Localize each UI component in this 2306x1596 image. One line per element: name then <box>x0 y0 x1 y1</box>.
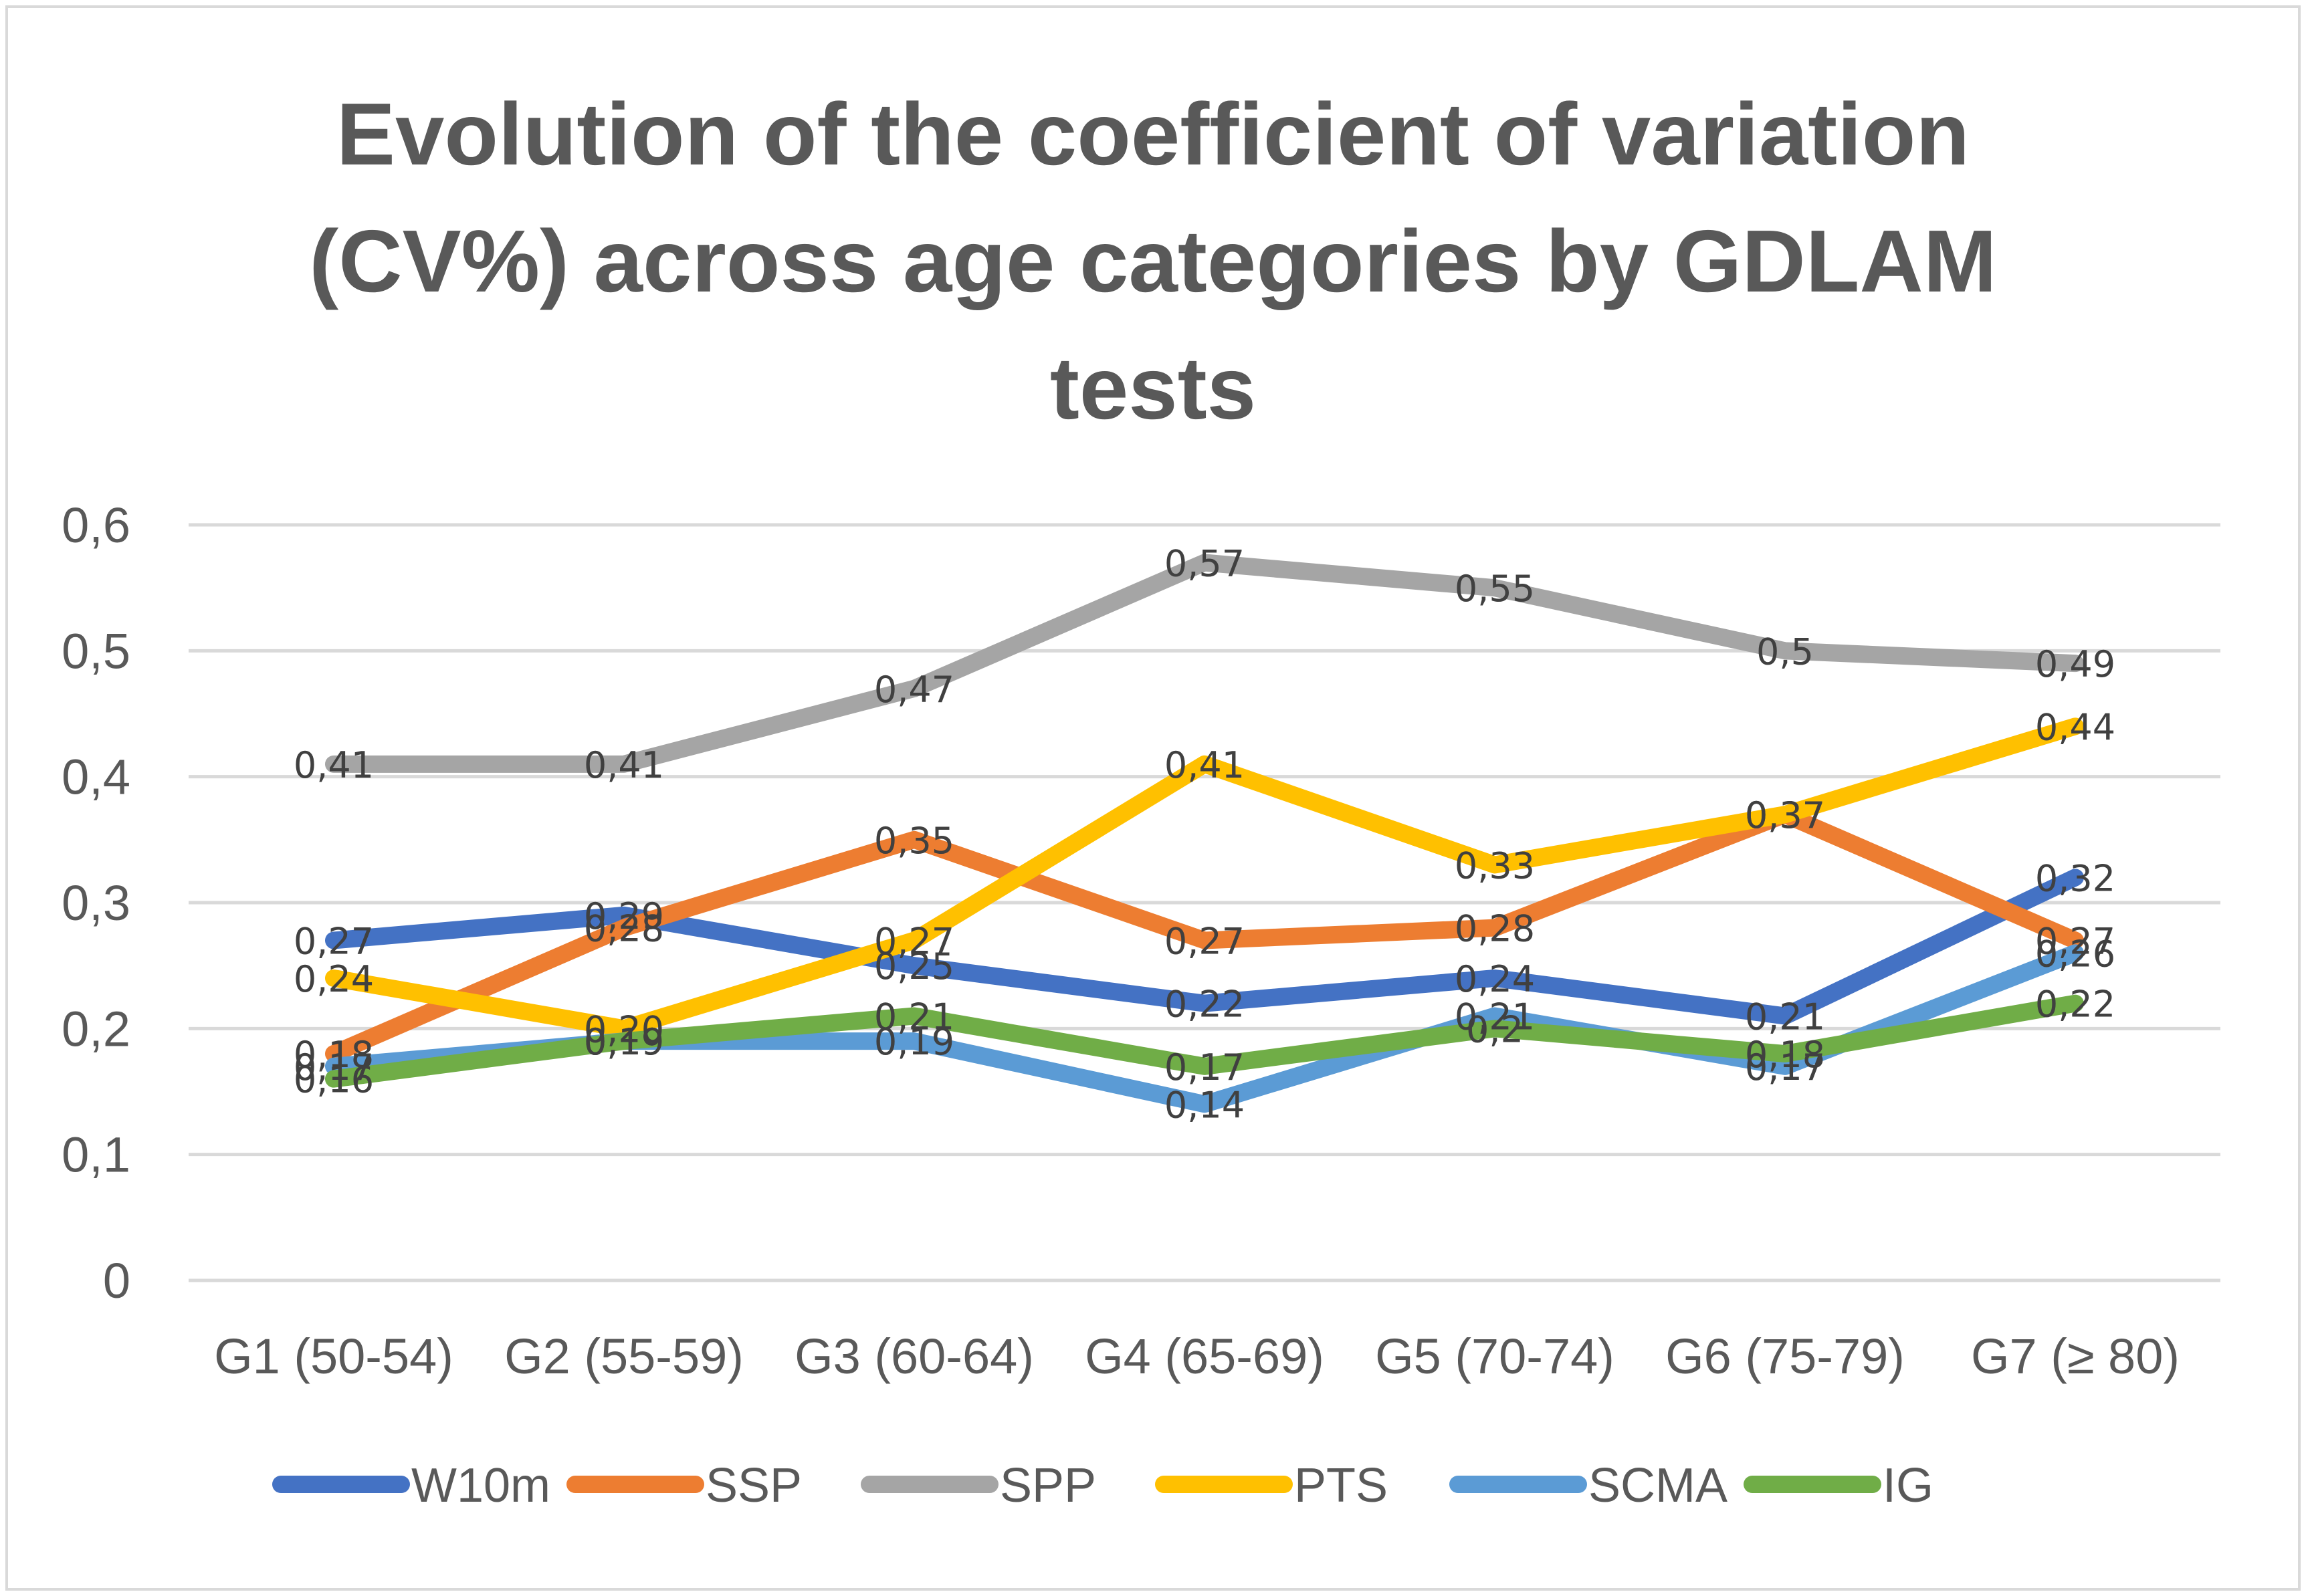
data-label: 0,32 <box>2035 857 2115 899</box>
y-tick-label: 0,6 <box>62 497 130 553</box>
chart-title-line-3: tests <box>1050 339 1256 437</box>
x-tick-label: G7 (≥ 80) <box>1971 1329 2180 1384</box>
data-label: 0,57 <box>1164 543 1245 585</box>
chart-title-line-1: Evolution of the coefficient of variatio… <box>336 85 1970 183</box>
data-label: 0,21 <box>1745 996 1825 1038</box>
data-label: 0,49 <box>2035 643 2115 685</box>
data-label: 0,35 <box>874 820 954 862</box>
data-label: 0,21 <box>874 996 954 1038</box>
data-label: 0,29 <box>584 895 664 937</box>
data-label: 0,17 <box>1745 1046 1825 1089</box>
data-label: 0,24 <box>1455 958 1535 1000</box>
data-label: 0,41 <box>294 744 374 786</box>
data-label: 0,18 <box>294 1034 374 1076</box>
x-tick-label: G6 (75-79) <box>1665 1329 1905 1384</box>
series-line-pts <box>325 717 2084 1038</box>
data-label: 0,19 <box>874 1021 954 1063</box>
data-label: 0,17 <box>1164 1046 1245 1089</box>
data-label: 0,37 <box>1745 794 1825 836</box>
data-label: 0,20 <box>584 1008 664 1050</box>
data-labels: 0,270,290,250,220,240,210,320,180,280,35… <box>294 543 2115 1127</box>
chart-title-line-2: (CV%) across age categories by GDLAM <box>309 212 1996 310</box>
data-label: 0,25 <box>874 945 954 988</box>
x-tick-label: G4 (65-69) <box>1085 1329 1324 1384</box>
legend-label-spp: SPP <box>1000 1459 1096 1512</box>
y-tick-label: 0,3 <box>62 875 130 931</box>
y-tick-label: 0,4 <box>62 750 130 805</box>
y-axis: 0 0,1 0,2 0,3 0,4 0,5 0,6 <box>62 497 130 1308</box>
x-tick-label: G2 (55-59) <box>504 1329 744 1384</box>
data-label: 0,17 <box>294 1046 374 1089</box>
data-label: 0,27 <box>1164 921 1245 963</box>
data-label: 0,27 <box>294 921 374 963</box>
data-label: 0,2 <box>1466 1008 1524 1050</box>
data-label: 0,27 <box>2035 921 2115 963</box>
series-line-ig <box>325 994 2084 1088</box>
legend-label-ig: IG <box>1883 1459 1933 1512</box>
data-label: 0,22 <box>1164 984 1245 1026</box>
x-axis: G1 (50-54) G2 (55-59) G3 (60-64) G4 (65-69)… <box>214 1329 2180 1384</box>
x-tick-label: G3 (60-64) <box>795 1329 1034 1384</box>
data-label: 0,22 <box>2035 984 2115 1026</box>
data-label: 0,14 <box>1164 1084 1245 1126</box>
data-label: 0,27 <box>874 921 954 963</box>
data-label: 0,19 <box>584 1021 664 1063</box>
data-label: 0,5 <box>1756 631 1814 673</box>
legend-label-scma: SCMA <box>1588 1459 1727 1512</box>
y-tick-label: 0 <box>103 1253 130 1308</box>
data-label: 0,28 <box>1455 908 1535 950</box>
data-label: 0,28 <box>584 908 664 950</box>
data-label: 0,19 <box>584 1021 664 1063</box>
data-label: 0,33 <box>1455 845 1535 887</box>
gridlines <box>189 523 2220 1282</box>
series-line-spp <box>325 554 2084 773</box>
y-tick-label: 0,2 <box>62 1001 130 1056</box>
y-tick-label: 0,1 <box>62 1127 130 1183</box>
series-line-w10m <box>325 869 2084 1025</box>
data-label: 0,47 <box>874 669 954 711</box>
data-label: 0,16 <box>294 1059 374 1101</box>
data-label: 0,24 <box>294 958 374 1000</box>
legend-label-ssp: SSP <box>706 1459 802 1512</box>
data-label: 0,55 <box>1455 568 1535 610</box>
x-tick-label: G5 (70-74) <box>1375 1329 1614 1384</box>
data-label: 0,41 <box>1164 744 1245 786</box>
data-label: 0,21 <box>1455 996 1535 1038</box>
data-label: 0,41 <box>584 744 664 786</box>
legend-label-w10m: W10m <box>411 1459 550 1512</box>
legend: W10m SSP SPP PTS SCMA IG <box>272 1459 1933 1512</box>
data-label: 0,37 <box>1745 794 1825 836</box>
data-label: 0,18 <box>1745 1034 1825 1076</box>
chart-title: Evolution of the coefficient of variatio… <box>309 85 1996 437</box>
data-label: 0,26 <box>2035 933 2115 975</box>
x-tick-label: G1 (50-54) <box>214 1329 453 1384</box>
data-label: 0,44 <box>2035 706 2115 748</box>
legend-label-pts: PTS <box>1294 1459 1388 1512</box>
series-lines <box>325 554 2084 1113</box>
y-tick-label: 0,5 <box>62 623 130 679</box>
